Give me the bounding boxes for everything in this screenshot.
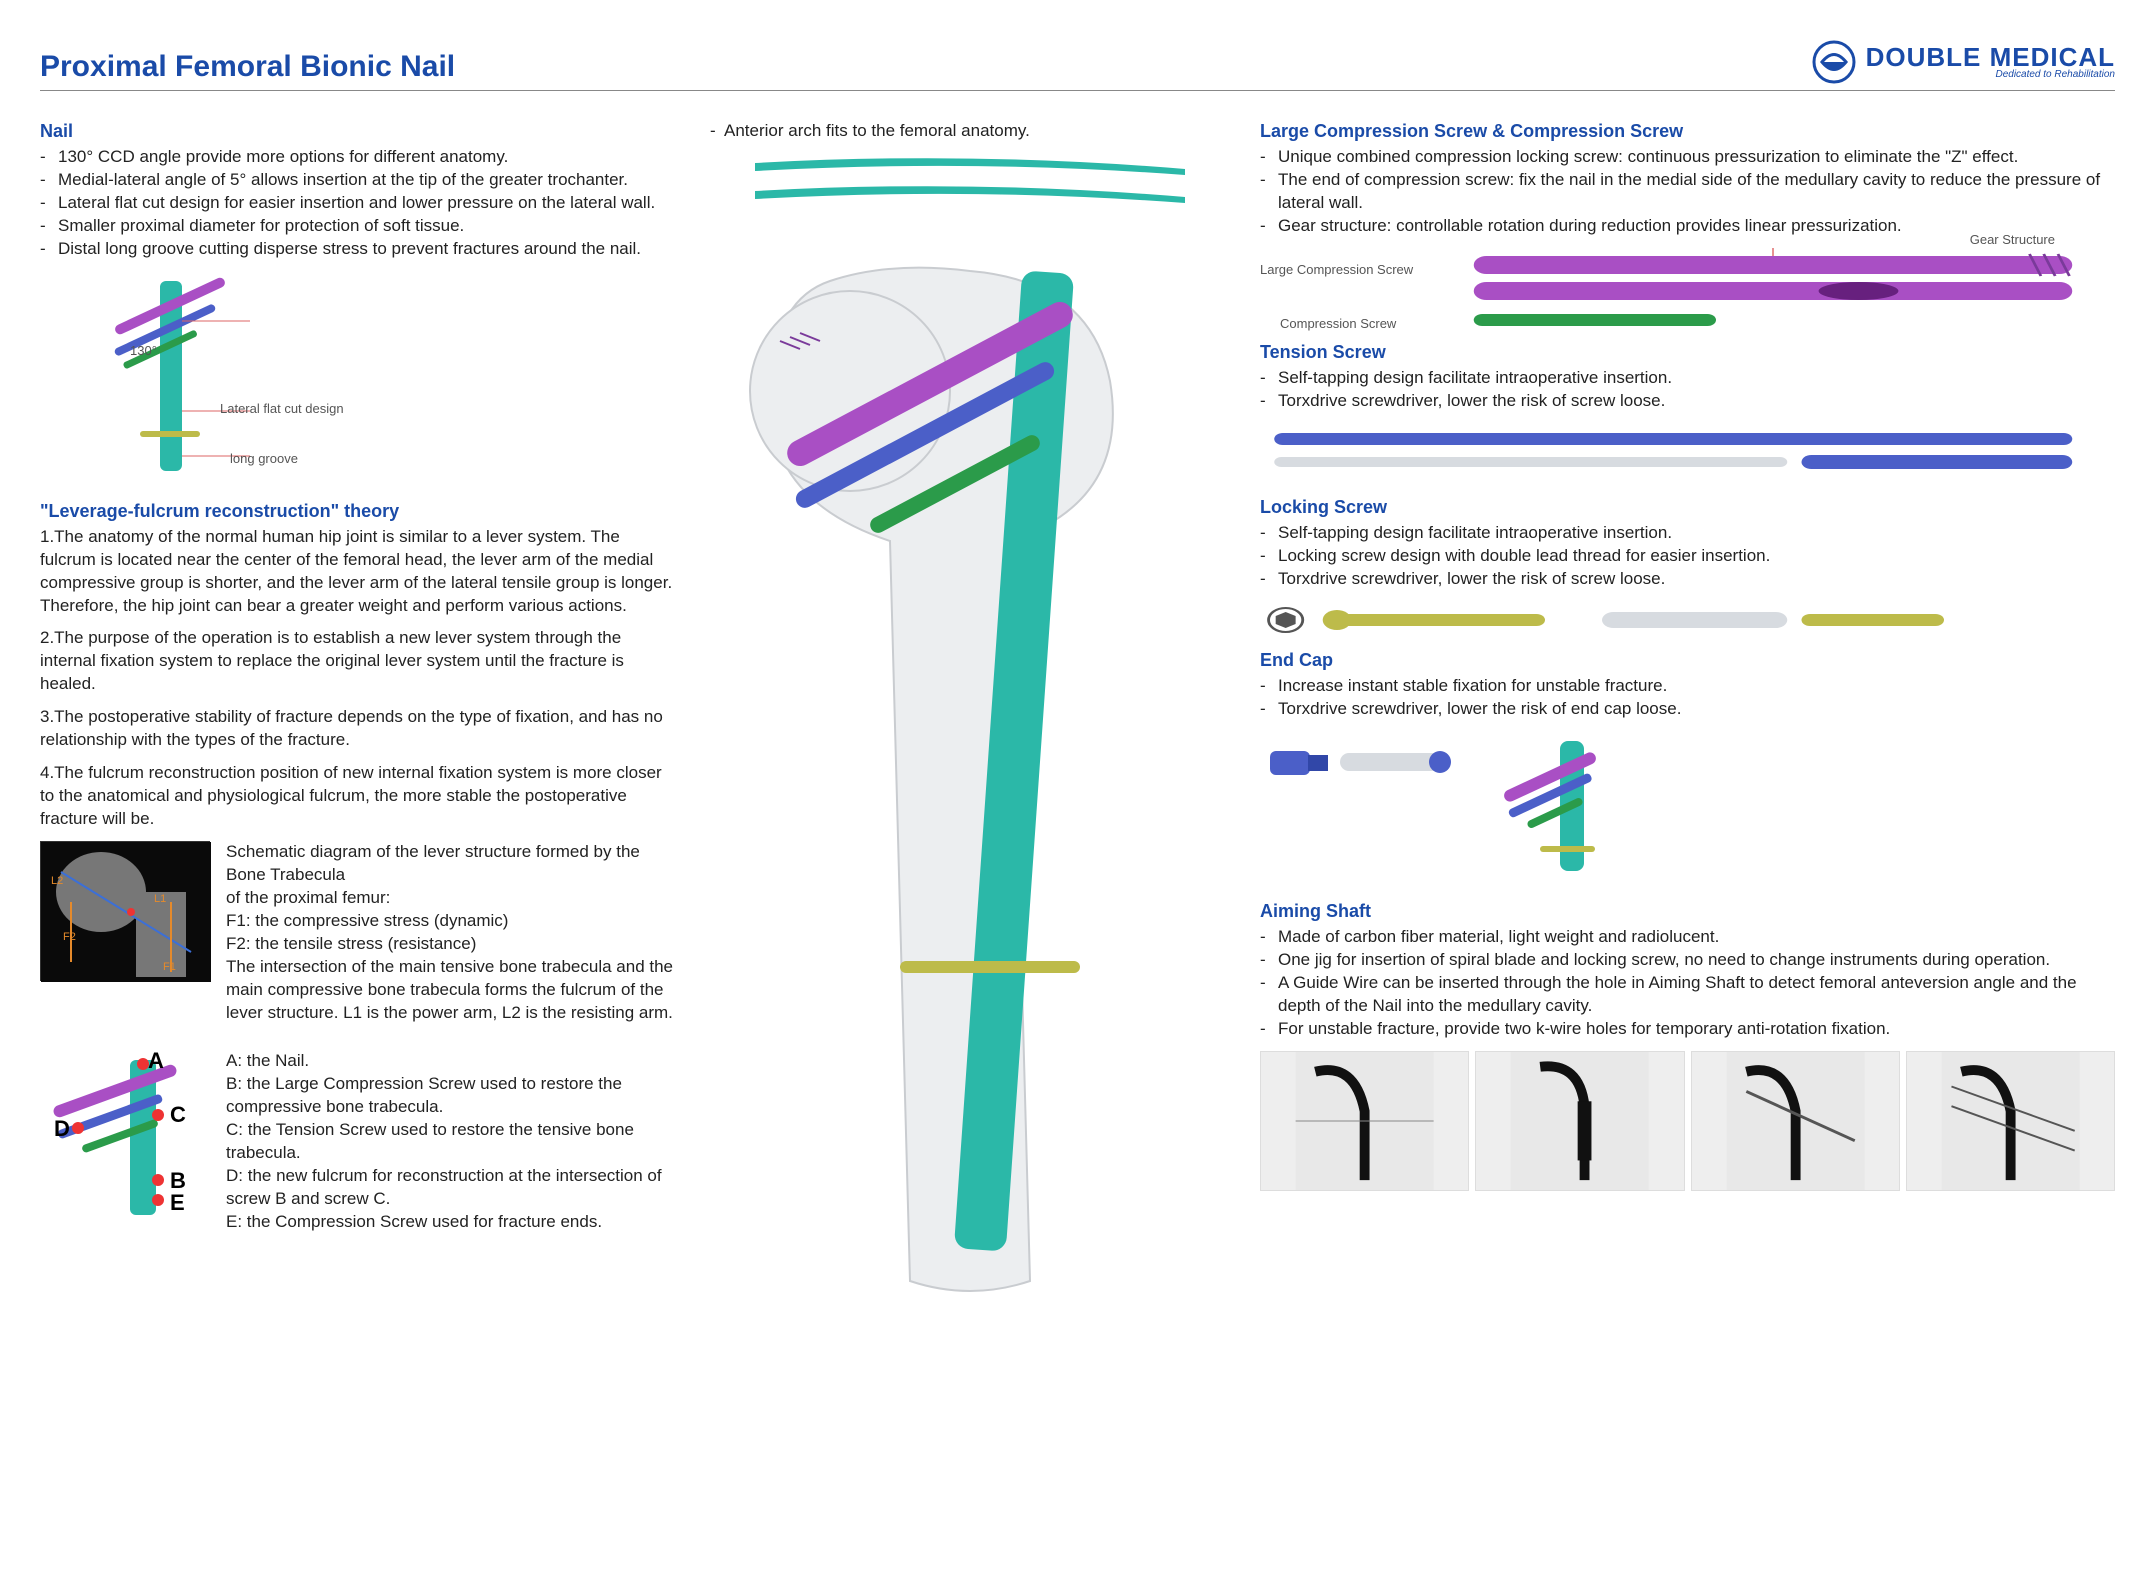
list-item: Self-tapping design facilitate intraoper… bbox=[1274, 522, 2115, 545]
large-comp-label: Large Compression Screw bbox=[1260, 262, 1413, 277]
list-item: Torxdrive screwdriver, lower the risk of… bbox=[1274, 568, 2115, 591]
femur-main-diagram bbox=[710, 241, 1230, 1301]
right-column: Large Compression Screw & Compression Sc… bbox=[1260, 121, 2115, 1301]
endcap-title: End Cap bbox=[1260, 650, 2115, 671]
logo-icon bbox=[1812, 40, 1856, 84]
angle-label: 130° bbox=[130, 343, 157, 358]
list-item: One jig for insertion of spiral blade an… bbox=[1274, 949, 2115, 972]
mid-caption: Anterior arch fits to the femoral anatom… bbox=[710, 121, 1230, 141]
abcde-diagram: A C D B E bbox=[40, 1050, 210, 1220]
compression-bullets: Unique combined compression locking scre… bbox=[1260, 146, 2115, 238]
left-column: Nail 130° CCD angle provide more options… bbox=[40, 121, 680, 1301]
groove-label: long groove bbox=[230, 451, 298, 466]
page-title: Proximal Femoral Bionic Nail bbox=[40, 50, 455, 84]
leverage-title: "Leverage-fulcrum reconstruction" theory bbox=[40, 501, 680, 522]
compression-screw-diagram: Gear Structure Large Compression Screw C… bbox=[1260, 248, 2115, 338]
endcap-bullets: Increase instant stable fixation for uns… bbox=[1260, 675, 2115, 721]
brand-name: DOUBLE MEDICAL bbox=[1866, 44, 2115, 70]
anterior-arch-diagram bbox=[750, 151, 1190, 211]
tension-screw-diagram bbox=[1260, 423, 2115, 483]
label-A: A bbox=[148, 1048, 164, 1074]
list-item: The end of compression screw: fix the na… bbox=[1274, 169, 2115, 215]
schematic-text: Schematic diagram of the lever structure… bbox=[226, 841, 680, 1025]
svg-text:F2: F2 bbox=[63, 931, 76, 943]
list-item: Distal long groove cutting disperse stre… bbox=[54, 238, 680, 261]
leverage-p4: 4.The fulcrum reconstruction position of… bbox=[40, 762, 680, 831]
list-item: Torxdrive screwdriver, lower the risk of… bbox=[1274, 390, 2115, 413]
locking-bullets: Self-tapping design facilitate intraoper… bbox=[1260, 522, 2115, 591]
list-item: Made of carbon fiber material, light wei… bbox=[1274, 926, 2115, 949]
label-E: E bbox=[170, 1190, 185, 1216]
nail-title: Nail bbox=[40, 121, 680, 142]
list-item: Self-tapping design facilitate intraoper… bbox=[1274, 367, 2115, 390]
endcap-screw-diagram bbox=[1260, 731, 1460, 791]
list-item: For unstable fracture, provide two k-wir… bbox=[1274, 1018, 2115, 1041]
svg-text:L2: L2 bbox=[51, 875, 63, 887]
aiming-img-3 bbox=[1691, 1051, 1900, 1191]
leverage-p2: 2.The purpose of the operation is to est… bbox=[40, 627, 680, 696]
page-header: Proximal Femoral Bionic Nail DOUBLE MEDI… bbox=[40, 40, 2115, 91]
tension-bullets: Self-tapping design facilitate intraoper… bbox=[1260, 367, 2115, 413]
abcde-row: A C D B E A: the Nail. B: the Large Comp… bbox=[40, 1050, 680, 1244]
compression-title: Large Compression Screw & Compression Sc… bbox=[1260, 121, 2115, 142]
list-item: Torxdrive screwdriver, lower the risk of… bbox=[1274, 698, 2115, 721]
brand-logo: DOUBLE MEDICAL Dedicated to Rehabilitati… bbox=[1812, 40, 2115, 84]
aiming-img-1 bbox=[1260, 1051, 1469, 1191]
list-item: Increase instant stable fixation for uns… bbox=[1274, 675, 2115, 698]
comp-label: Compression Screw bbox=[1280, 316, 1396, 331]
aiming-title: Aiming Shaft bbox=[1260, 901, 2115, 922]
content-columns: Nail 130° CCD angle provide more options… bbox=[40, 121, 2115, 1301]
leverage-p1: 1.The anatomy of the normal human hip jo… bbox=[40, 526, 680, 618]
label-C: C bbox=[170, 1102, 186, 1128]
list-item: Medial-lateral angle of 5° allows insert… bbox=[54, 169, 680, 192]
brand-tagline: Dedicated to Rehabilitation bbox=[1866, 70, 2115, 80]
leverage-p3: 3.The postoperative stability of fractur… bbox=[40, 706, 680, 752]
flatcut-label: Lateral flat cut design bbox=[220, 401, 344, 416]
svg-text:F1: F1 bbox=[163, 961, 176, 973]
list-item: A Guide Wire can be inserted through the… bbox=[1274, 972, 2115, 1018]
aiming-bullets: Made of carbon fiber material, light wei… bbox=[1260, 926, 2115, 1041]
gear-structure-label: Gear Structure bbox=[1970, 232, 2055, 247]
locking-title: Locking Screw bbox=[1260, 497, 2115, 518]
endcap-assembly-diagram bbox=[1480, 731, 1630, 881]
label-D: D bbox=[54, 1116, 70, 1142]
locking-screw-diagram bbox=[1260, 600, 2115, 640]
aiming-img-2 bbox=[1475, 1051, 1684, 1191]
list-item: 130° CCD angle provide more options for … bbox=[54, 146, 680, 169]
schematic-row: L2 L1 F2 F1 Schematic diagram of the lev… bbox=[40, 841, 680, 1035]
tension-title: Tension Screw bbox=[1260, 342, 2115, 363]
list-item: Smaller proximal diameter for protection… bbox=[54, 215, 680, 238]
nail-bullets: 130° CCD angle provide more options for … bbox=[40, 146, 680, 261]
svg-text:L1: L1 bbox=[154, 893, 166, 905]
nail-diagram: 130° Lateral flat cut design long groove bbox=[100, 271, 360, 481]
list-item: Unique combined compression locking scre… bbox=[1274, 146, 2115, 169]
abcde-text: A: the Nail. B: the Large Compression Sc… bbox=[226, 1050, 680, 1234]
middle-column: Anterior arch fits to the femoral anatom… bbox=[710, 121, 1230, 1301]
list-item: Locking screw design with double lead th… bbox=[1274, 545, 2115, 568]
aiming-shaft-gallery bbox=[1260, 1051, 2115, 1191]
list-item: Lateral flat cut design for easier inser… bbox=[54, 192, 680, 215]
xray-diagram: L2 L1 F2 F1 bbox=[40, 841, 210, 981]
endcap-diagram-row bbox=[1260, 731, 2115, 881]
aiming-img-4 bbox=[1906, 1051, 2115, 1191]
